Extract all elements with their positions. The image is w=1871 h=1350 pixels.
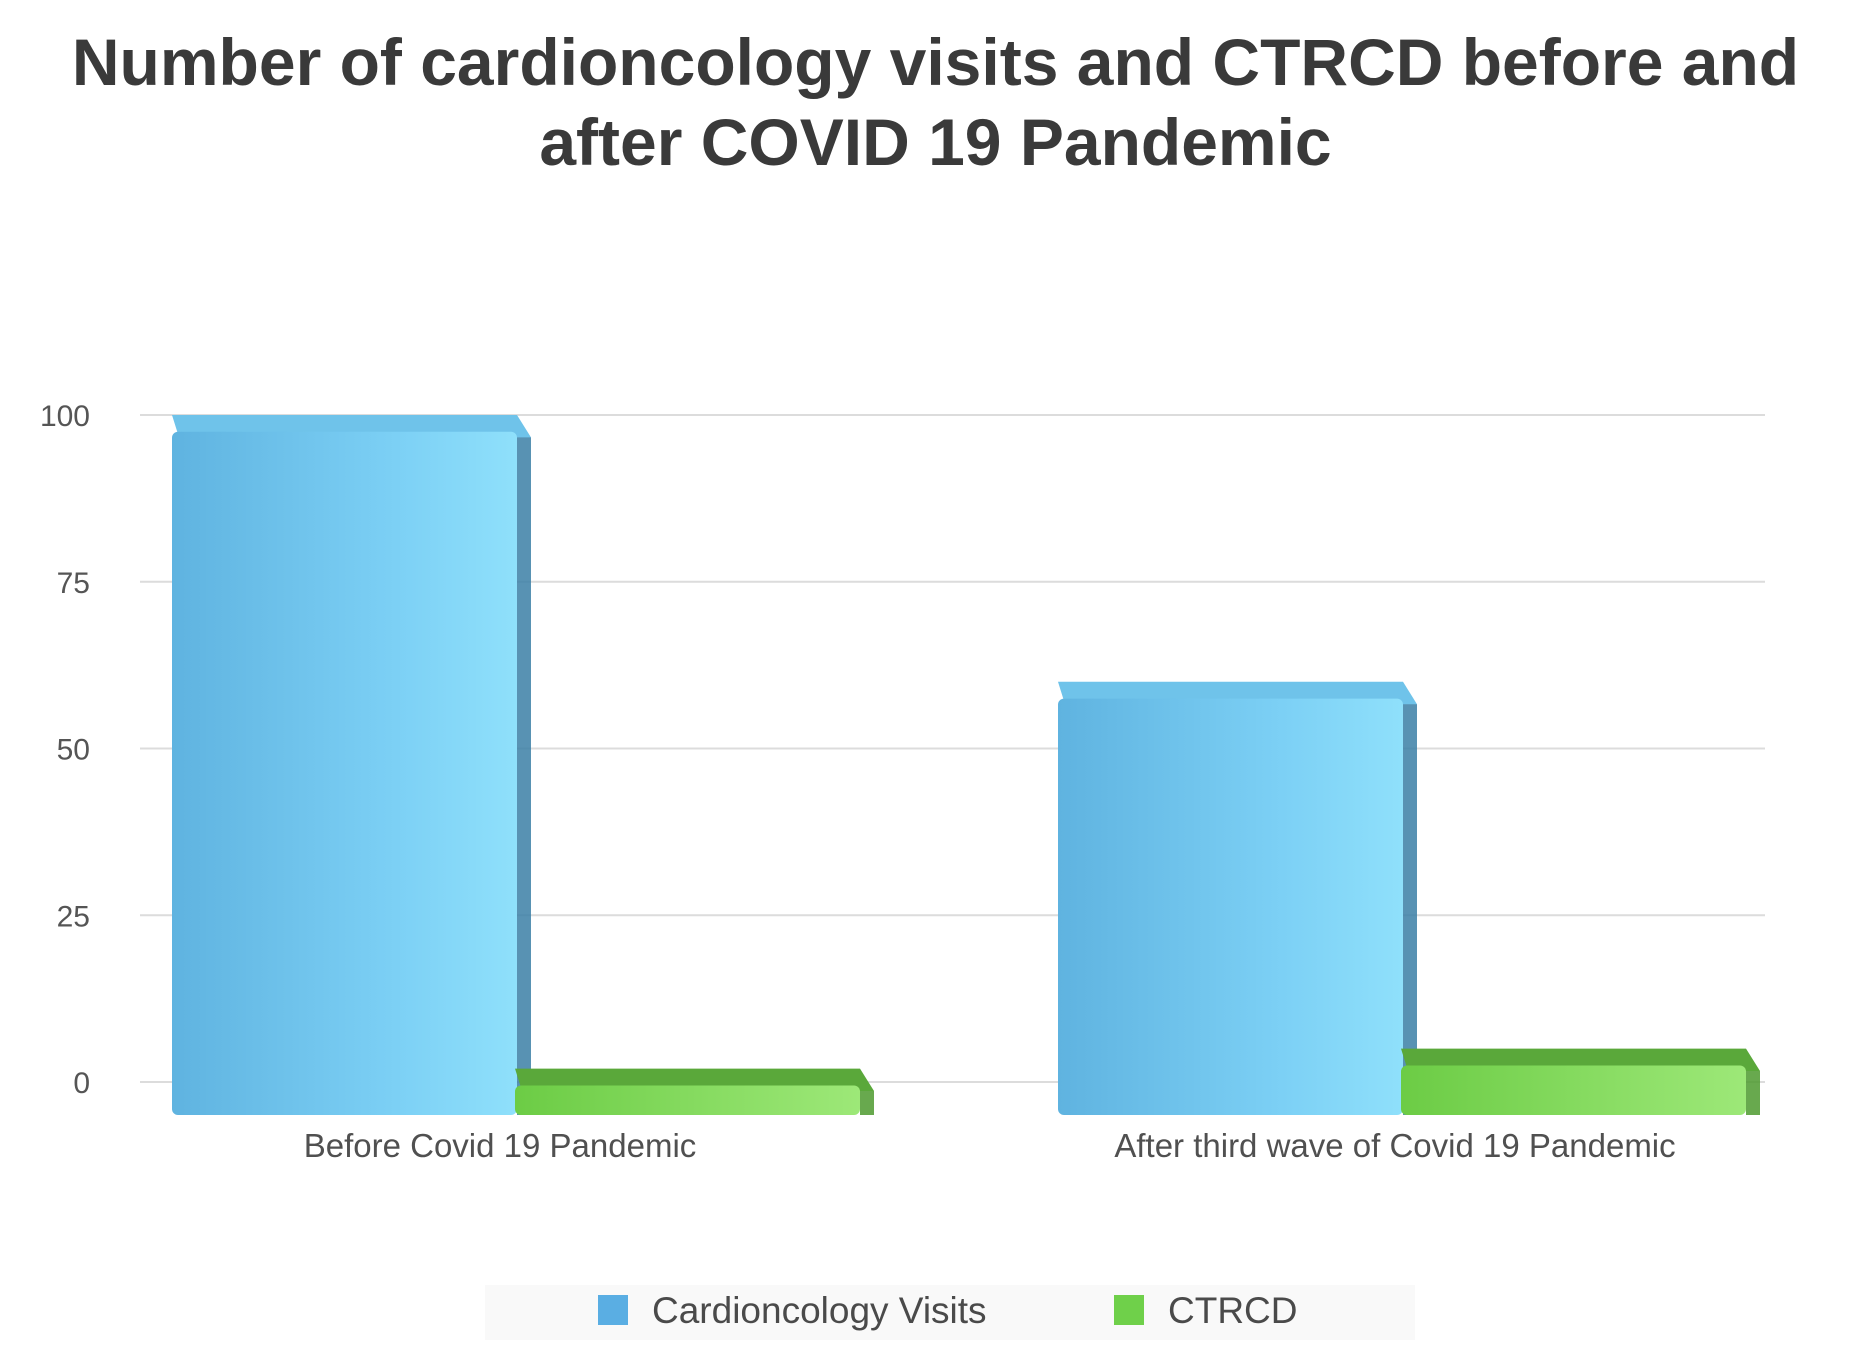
y-tick-label: 100 <box>40 400 90 433</box>
legend-swatch-ctrcd <box>1114 1295 1144 1325</box>
bar-group-ctrcd-0 <box>515 1068 874 1115</box>
x-category-label: After third wave of Covid 19 Pandemic <box>1114 1127 1675 1164</box>
chart-title: Number of cardioncology visits and CTRCD… <box>71 25 1800 179</box>
y-tick-label: 50 <box>57 734 90 767</box>
bar-group-cardioncology-visits-0 <box>172 415 531 1115</box>
bar-group-ctrcd-1 <box>1401 1048 1760 1115</box>
x-category-label: Before Covid 19 Pandemic <box>304 1127 697 1164</box>
bar-ctrcd-after-third-wave-of-covid-19-pandemic <box>1401 1065 1746 1115</box>
bar-ctrcd-before-covid-19-pandemic <box>515 1085 860 1115</box>
bars <box>172 415 1760 1115</box>
legend-label-cardioncology-visits: Cardioncology Visits <box>652 1290 987 1331</box>
bar-side <box>1403 695 1417 1115</box>
bar-cardioncology-visits-after-third-wave-of-covid-19-pandemic <box>1058 698 1403 1115</box>
bar-cardioncology-visits-before-covid-19-pandemic <box>172 431 517 1115</box>
y-tick-label: 75 <box>57 567 90 600</box>
x-axis-labels: Before Covid 19 Pandemic After third wave… <box>304 1127 1676 1164</box>
legend-swatch-cardioncology-visits <box>598 1295 628 1325</box>
legend-label-ctrcd: CTRCD <box>1168 1290 1297 1331</box>
y-tick-label: 25 <box>57 900 90 933</box>
y-tick-label: 0 <box>73 1067 90 1100</box>
bar-group-cardioncology-visits-1 <box>1058 681 1417 1115</box>
y-axis-ticks: 0 25 50 75 100 <box>40 400 90 1100</box>
bar-side <box>1746 1062 1760 1115</box>
legend-background <box>485 1285 1415 1340</box>
bar-side <box>517 429 531 1115</box>
legend: Cardioncology Visits CTRCD <box>485 1285 1415 1340</box>
